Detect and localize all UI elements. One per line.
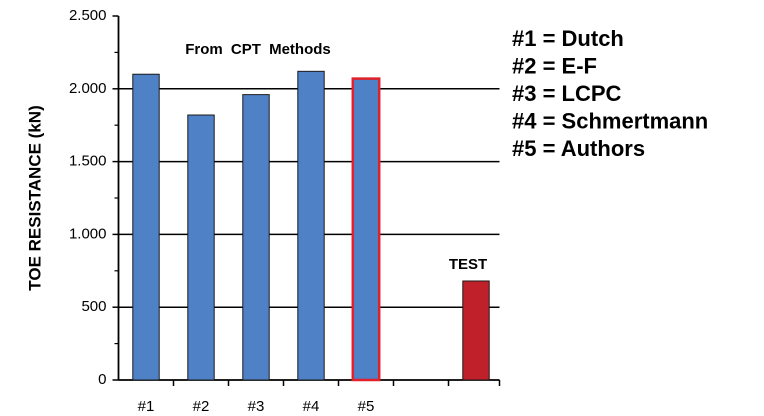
- x-tick-label: #1: [138, 398, 155, 415]
- annotation: From CPT Methods: [185, 41, 331, 58]
- y-tick-label: 0: [98, 371, 106, 388]
- y-tick-label: 2.000: [69, 80, 107, 97]
- bar: [462, 280, 490, 381]
- bar: [351, 77, 381, 382]
- y-tick-label: 500: [81, 298, 106, 315]
- bar: [187, 114, 215, 381]
- x-tick-label: #3: [248, 398, 265, 415]
- legend-note: #4 = Schmertmann: [512, 108, 708, 133]
- x-tick-label: #2: [193, 398, 210, 415]
- legend-note: #3 = LCPC: [512, 81, 622, 106]
- legend-note: #2 = E-F: [512, 53, 597, 78]
- bar: [132, 73, 160, 381]
- y-tick-label: 2.500: [69, 7, 107, 24]
- y-axis-label: TOE RESISTANCE (kN): [25, 105, 44, 290]
- bar: [297, 70, 325, 381]
- y-tick-label: 1.500: [69, 153, 107, 170]
- x-tick-label: #5: [358, 398, 375, 415]
- annotation: TEST: [449, 256, 487, 273]
- legend-note: #1 = Dutch: [512, 26, 624, 51]
- x-tick-label: #4: [303, 398, 320, 415]
- legend-note: #5 = Authors: [512, 136, 645, 161]
- y-tick-label: 1.000: [69, 225, 107, 242]
- bar: [242, 94, 270, 381]
